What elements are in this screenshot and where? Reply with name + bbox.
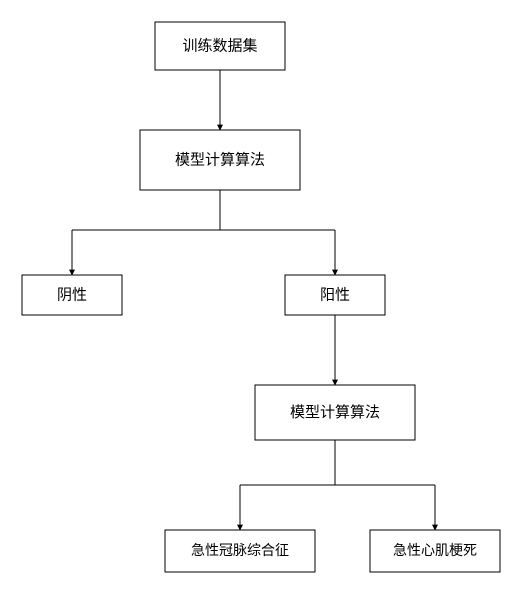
node-n6-label: 急性冠脉综合征 <box>191 543 289 559</box>
node-n7-label: 急性心肌梗死 <box>393 543 477 559</box>
node-n2-label: 模型计算算法 <box>175 150 265 168</box>
node-n2: 模型计算算法 <box>140 130 300 190</box>
node-n3-label: 阴性 <box>57 286 87 303</box>
node-n5: 模型计算算法 <box>255 385 415 440</box>
node-n3: 阴性 <box>22 275 122 315</box>
flowchart-canvas: 训练数据集模型计算算法阴性阳性模型计算算法急性冠脉综合征急性心肌梗死 <box>0 0 511 600</box>
node-n4: 阳性 <box>285 275 385 315</box>
node-n7: 急性心肌梗死 <box>370 530 500 572</box>
node-n6: 急性冠脉综合征 <box>165 530 315 572</box>
node-n1-label: 训练数据集 <box>182 37 257 54</box>
node-n4-label: 阳性 <box>320 286 350 303</box>
node-n1: 训练数据集 <box>155 22 285 70</box>
node-n5-label: 模型计算算法 <box>290 403 380 421</box>
